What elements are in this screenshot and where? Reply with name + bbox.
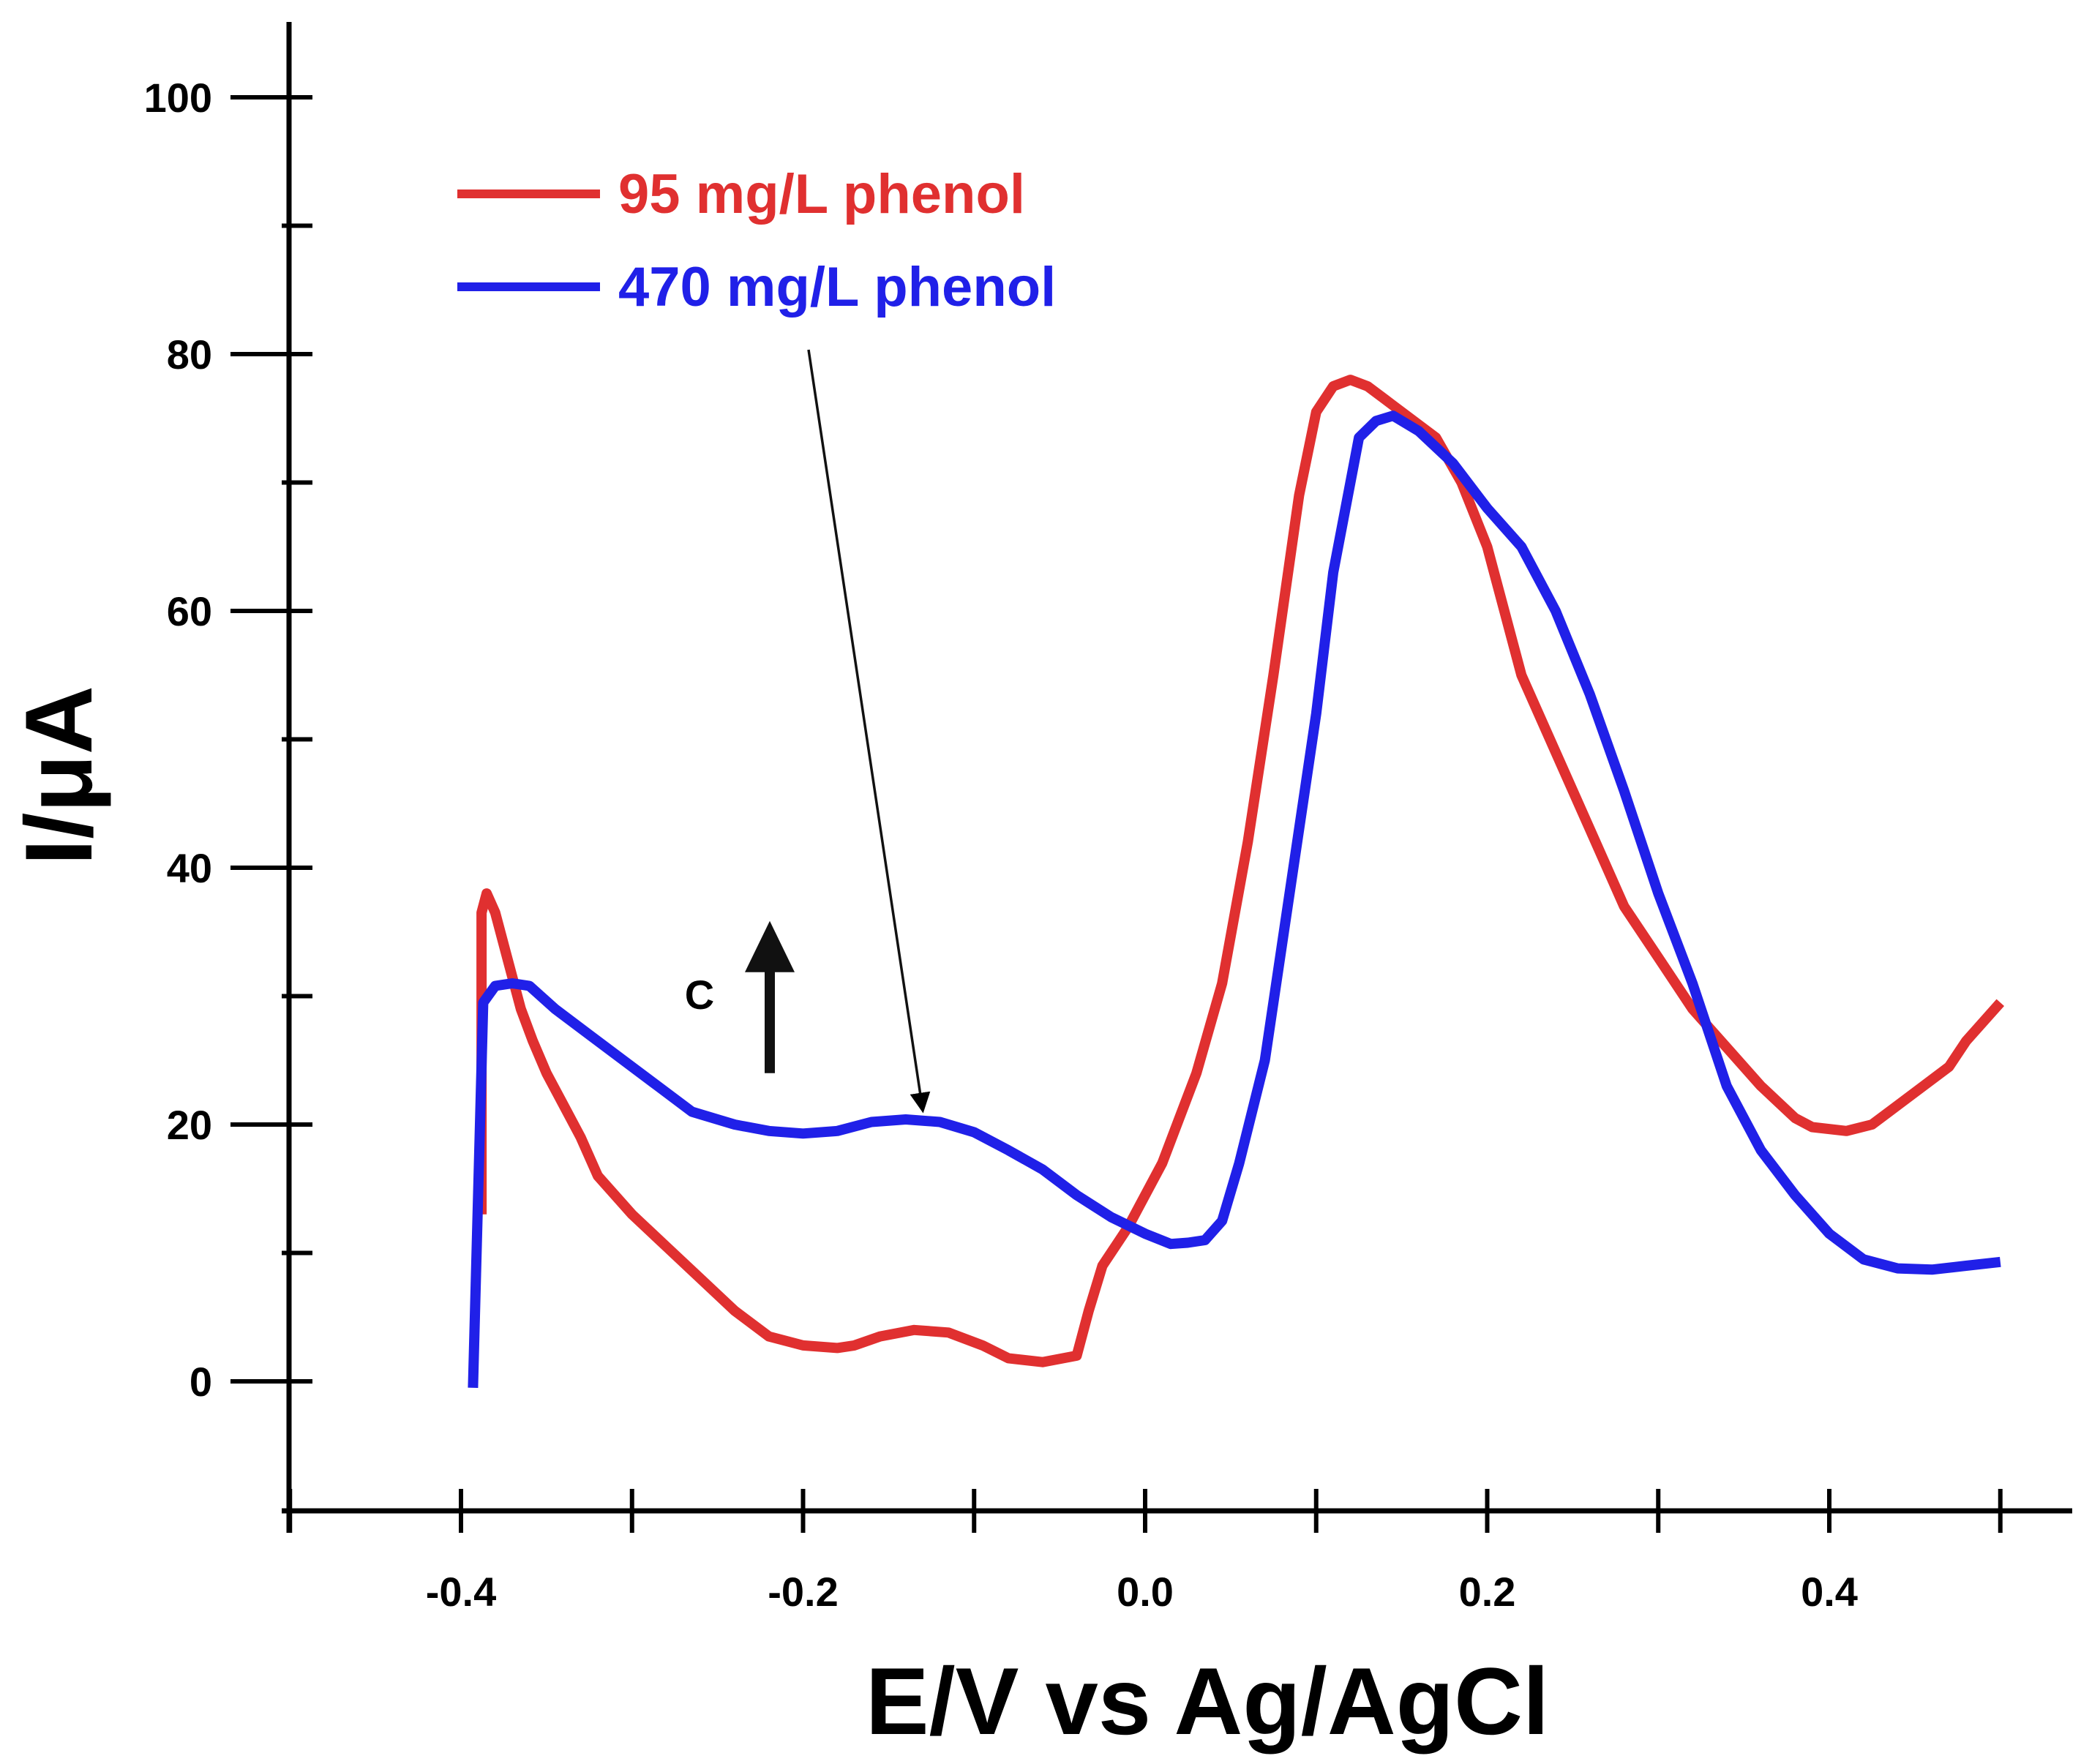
- annotation-layer: C: [685, 349, 931, 1114]
- c-label: C: [685, 972, 714, 1018]
- series-layer: [468, 375, 2005, 1388]
- series-line-red: [476, 375, 2005, 1367]
- y-tick-label: 100: [144, 75, 212, 121]
- x-tick-label: 0.0: [1117, 1569, 1174, 1615]
- x-tick-label: -0.2: [768, 1569, 839, 1615]
- axes-layer: 0 20 40 60 80 100 -0.4 -0.2 0.0 0.2 0.4 E/V vs Ag/A…: [5, 22, 2072, 1754]
- legend: 95 mg/L phenol 470 mg/L phenol: [457, 163, 1056, 318]
- legend-label: 95 mg/L phenol: [618, 163, 1025, 225]
- x-axis-title: E/V vs Ag/AgCl: [866, 1648, 1549, 1754]
- x-tick-label: -0.4: [426, 1569, 497, 1615]
- y-tick-label: 60: [167, 588, 212, 634]
- x-tick-label: 0.4: [1801, 1569, 1858, 1615]
- y-tick-label: 40: [167, 845, 212, 891]
- pointer-arrow: [807, 349, 931, 1114]
- y-tick-label: 0: [190, 1359, 212, 1405]
- y-tick-label: 80: [167, 331, 212, 378]
- x-tick-label: 0.2: [1459, 1569, 1516, 1615]
- y-axis-title: I/μA: [5, 686, 112, 866]
- legend-label: 470 mg/L phenol: [618, 256, 1056, 318]
- y-tick-label: 20: [167, 1102, 212, 1148]
- series-line-blue: [468, 410, 2001, 1388]
- c-arrow-head: [745, 920, 795, 972]
